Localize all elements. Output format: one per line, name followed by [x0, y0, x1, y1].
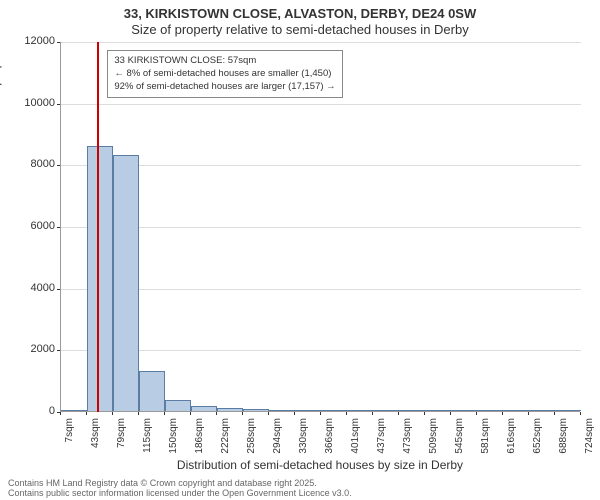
annotation-line1: 33 KIRKISTOWN CLOSE: 57sqm [114, 55, 335, 68]
histogram-bar [165, 400, 190, 411]
xtick-label: 294sqm [272, 418, 283, 458]
histogram-bar [139, 371, 164, 411]
y-axis-label: Number of semi-detached properties [0, 32, 2, 227]
xtick-mark [476, 412, 477, 415]
histogram-bar [477, 410, 502, 411]
histogram-bar [87, 146, 112, 411]
xtick-mark [398, 412, 399, 415]
histogram-bar [191, 406, 216, 411]
ytick-label: 6000 [5, 220, 55, 232]
histogram-bar [399, 410, 424, 411]
title-line1: 33, KIRKISTOWN CLOSE, ALVASTON, DERBY, D… [0, 6, 600, 21]
plot-area: 33 KIRKISTOWN CLOSE: 57sqm ← 8% of semi-… [60, 42, 580, 412]
footer: Contains HM Land Registry data © Crown c… [8, 478, 352, 499]
xtick-label: 330sqm [298, 418, 309, 458]
xtick-label: 115sqm [142, 418, 153, 458]
annotation-box: 33 KIRKISTOWN CLOSE: 57sqm ← 8% of semi-… [107, 50, 342, 98]
xtick-label: 724sqm [584, 418, 595, 458]
histogram-bar [217, 408, 242, 411]
grid-line [61, 289, 581, 290]
ytick-label: 10000 [5, 97, 55, 109]
xtick-mark [424, 412, 425, 415]
xtick-label: 150sqm [168, 418, 179, 458]
xtick-label: 616sqm [506, 418, 517, 458]
xtick-mark [190, 412, 191, 415]
ytick-label: 0 [5, 405, 55, 417]
histogram-bar [295, 410, 320, 411]
grid-line [61, 350, 581, 351]
x-axis-label: Distribution of semi-detached houses by … [60, 458, 580, 472]
histogram-bar [61, 410, 86, 411]
histogram-bar [373, 410, 398, 411]
xtick-label: 7sqm [64, 418, 75, 458]
xtick-mark [528, 412, 529, 415]
histogram-bar [321, 410, 346, 411]
histogram-bar [555, 410, 580, 411]
grid-line [61, 104, 581, 105]
histogram-bar [269, 410, 294, 411]
xtick-label: 581sqm [480, 418, 491, 458]
ytick-label: 2000 [5, 343, 55, 355]
ytick-label: 8000 [5, 158, 55, 170]
xtick-mark [346, 412, 347, 415]
xtick-mark [502, 412, 503, 415]
xtick-mark [268, 412, 269, 415]
histogram-bar [113, 155, 138, 411]
xtick-mark [164, 412, 165, 415]
xtick-mark [554, 412, 555, 415]
xtick-label: 401sqm [350, 418, 361, 458]
footer-line2: Contains public sector information licen… [8, 488, 352, 498]
grid-line [61, 165, 581, 166]
xtick-label: 545sqm [454, 418, 465, 458]
reference-line-mark [97, 42, 99, 412]
xtick-label: 43sqm [90, 418, 101, 458]
xtick-mark [138, 412, 139, 415]
xtick-label: 437sqm [376, 418, 387, 458]
xtick-mark [242, 412, 243, 415]
histogram-bar [451, 410, 476, 411]
title-line2: Size of property relative to semi-detach… [0, 22, 600, 37]
ytick-label: 4000 [5, 282, 55, 294]
chart-container: 33, KIRKISTOWN CLOSE, ALVASTON, DERBY, D… [0, 0, 600, 500]
histogram-bar [243, 409, 268, 411]
annotation-line3: 92% of semi-detached houses are larger (… [114, 81, 335, 94]
xtick-label: 222sqm [220, 418, 231, 458]
histogram-bar [529, 410, 554, 411]
xtick-label: 258sqm [246, 418, 257, 458]
annotation-line2: ← 8% of semi-detached houses are smaller… [114, 68, 335, 81]
grid-line [61, 227, 581, 228]
histogram-bar [347, 410, 372, 411]
histogram-bar [503, 410, 528, 411]
xtick-mark [294, 412, 295, 415]
grid-line [61, 42, 581, 43]
footer-line1: Contains HM Land Registry data © Crown c… [8, 478, 352, 488]
xtick-label: 186sqm [194, 418, 205, 458]
xtick-mark [580, 412, 581, 415]
ytick-label: 12000 [5, 35, 55, 47]
xtick-mark [450, 412, 451, 415]
xtick-mark [60, 412, 61, 415]
histogram-bar [425, 410, 450, 411]
xtick-label: 366sqm [324, 418, 335, 458]
xtick-label: 652sqm [532, 418, 543, 458]
xtick-mark [216, 412, 217, 415]
xtick-mark [372, 412, 373, 415]
xtick-label: 509sqm [428, 418, 439, 458]
xtick-label: 688sqm [558, 418, 569, 458]
xtick-label: 79sqm [116, 418, 127, 458]
xtick-mark [86, 412, 87, 415]
xtick-mark [320, 412, 321, 415]
xtick-label: 473sqm [402, 418, 413, 458]
xtick-mark [112, 412, 113, 415]
